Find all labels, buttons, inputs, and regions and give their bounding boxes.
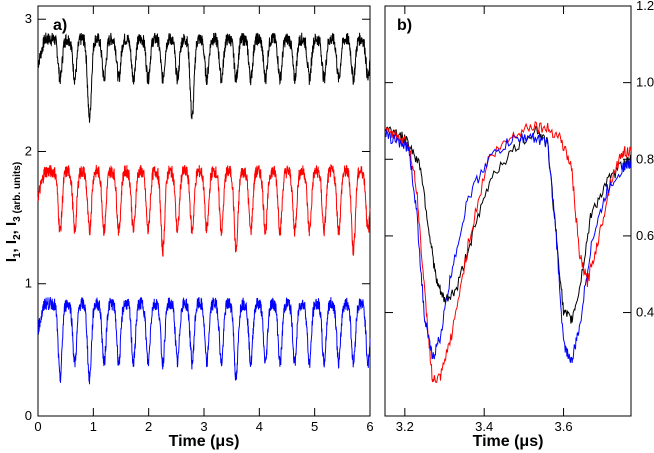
series-i2-trace [37,163,371,257]
y-tick-label: 3 [25,11,32,26]
series-i1-trace [37,32,371,123]
x-tick-label: 1 [90,419,97,434]
y-tick-label: 0.8 [636,151,654,166]
panel-b-frame [384,5,632,417]
panel-a: 0 1 2 3 4 5 6 0 1 2 3 a) Time (μs) [25,5,374,450]
panel-b-axes: 3.2 3.4 3.6 0.4 0.6 0.8 1.0 1.2 [385,0,654,434]
x-tick-label: 5 [311,419,318,434]
y-tick-label: 2 [25,143,32,158]
x-tick-label: 6 [366,419,373,434]
x-tick-label: 3 [200,419,207,434]
series-i3-trace [37,296,371,385]
zoom-series-i2-trace [385,120,631,384]
panel-b-xlabel: Time (μs) [473,433,544,450]
panel-a-label: a) [53,17,67,34]
y-tick-label: 1.0 [636,75,654,90]
x-tick-label: 3.6 [555,419,573,434]
x-tick-label: 3.2 [396,419,414,434]
y-tick-label: 0.6 [636,228,654,243]
y-tick-label: 0 [25,408,32,423]
panel-a-axes: 0 1 2 3 4 5 6 0 1 2 3 [25,6,374,434]
y-axis-label: I1, I2, I3 (arb. units) [3,162,23,262]
y-tick-label: 1 [25,276,32,291]
zoom-series-i3-trace [385,129,631,364]
panel-b: 3.2 3.4 3.6 0.4 0.6 0.8 1.0 1.2 b) Time (μs) [384,0,654,450]
x-tick-label: 4 [256,419,263,434]
y-tick-label: 1.2 [636,0,654,13]
panel-b-traces [385,120,631,384]
panel-b-label: b) [397,17,412,34]
y-tick-label: 0.4 [636,305,654,320]
panel-a-traces [37,32,371,385]
x-tick-label: 3.4 [475,419,493,434]
x-tick-label: 2 [145,419,152,434]
panel-a-xlabel: Time (μs) [169,433,240,450]
zoom-series-i1-trace [385,125,631,324]
x-tick-label: 0 [34,419,41,434]
